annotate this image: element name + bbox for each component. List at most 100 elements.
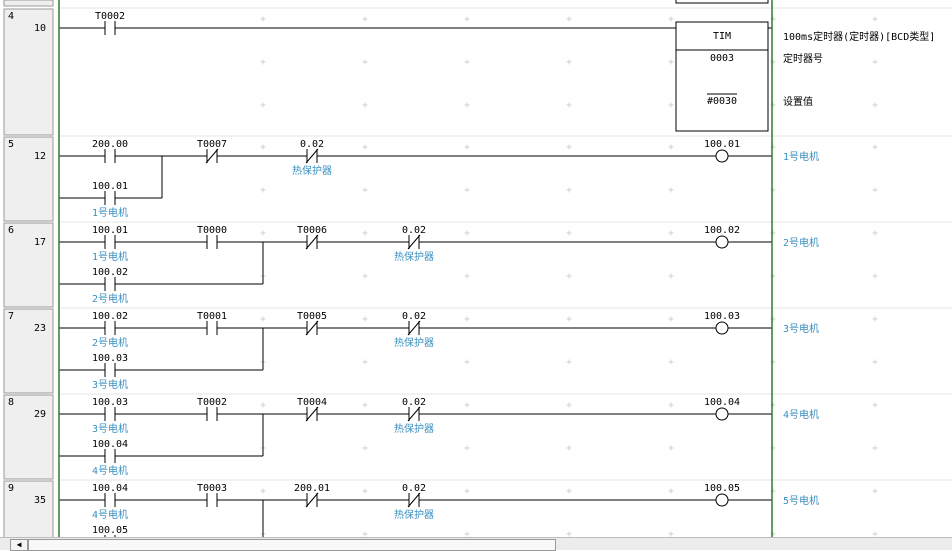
contact-slash bbox=[407, 406, 421, 422]
previous-instruction-box bbox=[675, 0, 769, 4]
grid-dot: + bbox=[770, 228, 776, 239]
contact-address: 100.01 bbox=[92, 225, 128, 236]
grid-dot: + bbox=[770, 400, 776, 411]
grid-dot: + bbox=[770, 185, 776, 196]
grid-dot: + bbox=[464, 357, 470, 368]
gutter-cell bbox=[3, 0, 54, 7]
grid-dot: + bbox=[770, 100, 776, 111]
contact-nc[interactable]: T0006 bbox=[297, 225, 327, 250]
coil-address: 100.01 bbox=[704, 139, 740, 150]
contact-comment: 热保护器 bbox=[394, 336, 434, 349]
rung-4: 410+++++++++++++++++++++++++++T0002TIM00… bbox=[3, 7, 952, 136]
step-number: 23 bbox=[34, 323, 46, 334]
contact-address: 100.04 bbox=[92, 483, 128, 494]
contact-no[interactable]: 100.02 2号电机 bbox=[92, 311, 128, 349]
contact-slash bbox=[205, 148, 219, 164]
contact-slash bbox=[305, 148, 319, 164]
contact-address: 0.02 bbox=[300, 139, 324, 150]
contact-nc[interactable]: 200.01 bbox=[294, 483, 330, 508]
grid-dot: + bbox=[770, 14, 776, 25]
contact-nc[interactable]: T0005 bbox=[297, 311, 327, 336]
grid-dot: + bbox=[362, 57, 368, 68]
rung-6: 617++++++++++++++++++100.011号电机T0000T000… bbox=[3, 221, 952, 308]
contact-address: 100.04 bbox=[92, 439, 128, 450]
contact-address: 200.01 bbox=[294, 483, 330, 494]
contact-nc[interactable]: 0.02 热保护器 bbox=[394, 225, 434, 263]
contact-no[interactable]: 100.01 1号电机 bbox=[92, 181, 128, 219]
step-number: 17 bbox=[34, 237, 46, 248]
grid-dot: + bbox=[668, 271, 674, 282]
grid-dot: + bbox=[464, 14, 470, 25]
grid-dot: + bbox=[464, 443, 470, 454]
output-coil[interactable]: 100.01 bbox=[704, 139, 740, 163]
contact-no[interactable]: T0001 bbox=[197, 311, 227, 335]
grid-dot: + bbox=[668, 228, 674, 239]
rung-gutter bbox=[3, 136, 54, 222]
rung-gutter bbox=[3, 222, 54, 308]
contact-no[interactable]: T0000 bbox=[197, 225, 227, 249]
grid-dot: + bbox=[362, 142, 368, 153]
coil-circle bbox=[715, 407, 729, 421]
grid-dot: + bbox=[872, 400, 878, 411]
output-coil[interactable]: 100.05 bbox=[704, 483, 740, 507]
contact-address: T0000 bbox=[197, 225, 227, 236]
contact-nc[interactable]: T0004 bbox=[297, 397, 327, 422]
output-coil[interactable]: 100.04 bbox=[704, 397, 740, 421]
contact-address: T0004 bbox=[297, 397, 327, 408]
tim-instruction-box[interactable]: TIM 0003 #0030 bbox=[675, 21, 769, 132]
grid-dot: + bbox=[566, 185, 572, 196]
grid-dot: + bbox=[464, 314, 470, 325]
contact-address: T0003 bbox=[197, 483, 227, 494]
contact-no[interactable]: 100.05 bbox=[92, 525, 128, 537]
grid-dot: + bbox=[668, 443, 674, 454]
contact-nc[interactable]: T0007 bbox=[197, 139, 227, 164]
grid-dot: + bbox=[872, 100, 878, 111]
contact-no[interactable]: 200.00 bbox=[92, 139, 128, 163]
ladder-diagram[interactable]: 4 10 + + + + + + + + + + + + + + + + + + + + + + + + + + + T0002 TIM 00… bbox=[0, 0, 952, 537]
contact-no[interactable]: 100.01 1号电机 bbox=[92, 225, 128, 263]
contact-no[interactable]: T0002 bbox=[197, 397, 227, 421]
contact-address: T0007 bbox=[197, 139, 227, 150]
contact-no[interactable]: 100.04 4号电机 bbox=[92, 439, 128, 477]
contact-address: 0.02 bbox=[402, 225, 426, 236]
grid-dot: + bbox=[260, 142, 266, 153]
scroll-left-arrow-icon[interactable]: ◀ bbox=[10, 539, 28, 551]
contact-slash bbox=[305, 320, 319, 336]
grid-dot: + bbox=[566, 529, 572, 537]
contact-no[interactable]: T0003 bbox=[197, 483, 227, 507]
grid-dot: + bbox=[770, 486, 776, 497]
contact-no[interactable]: 100.03 3号电机 bbox=[92, 397, 128, 435]
contact-address: T0006 bbox=[297, 225, 327, 236]
grid-dot: + bbox=[566, 14, 572, 25]
scrollbar-thumb[interactable] bbox=[28, 539, 556, 551]
contact-no[interactable]: T0002 bbox=[95, 11, 125, 35]
contact-comment: 4号电机 bbox=[92, 508, 128, 521]
coil-circle bbox=[715, 321, 729, 335]
grid-dot: + bbox=[872, 486, 878, 497]
coil-comment: 5号电机 bbox=[783, 494, 819, 507]
grid-dot: + bbox=[464, 529, 470, 537]
contact-address: 0.02 bbox=[402, 397, 426, 408]
contact-address: 100.01 bbox=[92, 181, 128, 192]
output-coil[interactable]: 100.02 bbox=[704, 225, 740, 249]
horizontal-scrollbar[interactable]: ◀ bbox=[0, 537, 952, 551]
contact-nc[interactable]: 0.02 热保护器 bbox=[394, 483, 434, 521]
contact-comment: 热保护器 bbox=[394, 250, 434, 263]
contact-nc[interactable]: 0.02 热保护器 bbox=[394, 311, 434, 349]
grid-dot: + bbox=[362, 486, 368, 497]
grid-dot: + bbox=[362, 228, 368, 239]
grid-dot: + bbox=[362, 271, 368, 282]
output-coil[interactable]: 100.03 bbox=[704, 311, 740, 335]
grid-dot: + bbox=[464, 486, 470, 497]
contact-nc[interactable]: 0.02 热保护器 bbox=[292, 139, 332, 177]
contact-nc[interactable]: 0.02 热保护器 bbox=[394, 397, 434, 435]
step-number: 10 bbox=[34, 23, 46, 34]
contact-no[interactable]: 100.02 2号电机 bbox=[92, 267, 128, 305]
contact-address: T0005 bbox=[297, 311, 327, 322]
grid-dot: + bbox=[362, 185, 368, 196]
grid-dot: + bbox=[668, 142, 674, 153]
grid-dot: + bbox=[464, 185, 470, 196]
rung-7: 723++++++++++++++++++100.022号电机T0001T000… bbox=[3, 307, 952, 394]
contact-no[interactable]: 100.04 4号电机 bbox=[92, 483, 128, 521]
contact-no[interactable]: 100.03 3号电机 bbox=[92, 353, 128, 391]
